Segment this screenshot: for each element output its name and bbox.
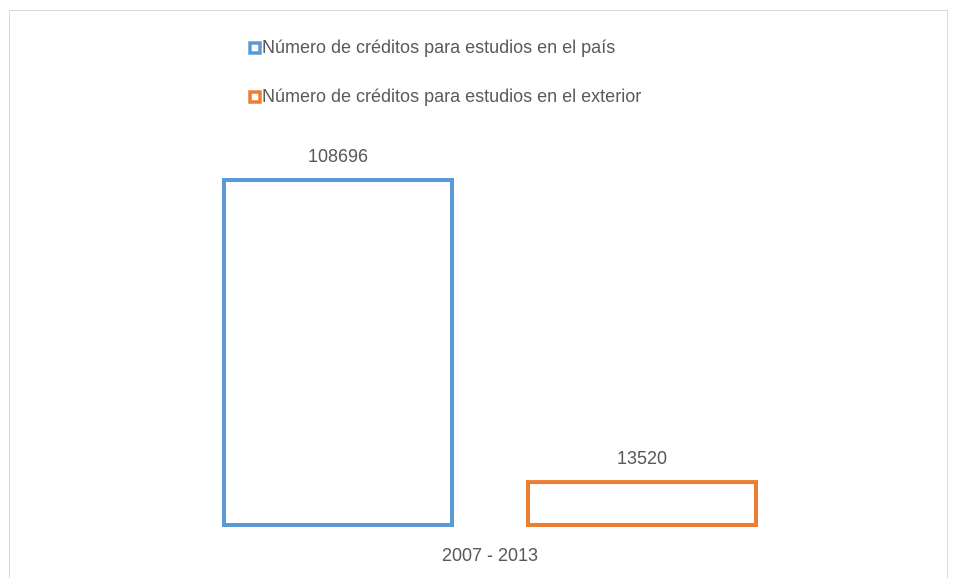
legend-label: Número de créditos para estudios en el e… [262,86,641,106]
legend-label: Número de créditos para estudios en el p… [262,37,615,57]
legend-marker [248,90,262,104]
data-label: 108696 [308,146,368,166]
legend-marker [248,41,262,55]
bar [526,480,758,527]
bar [222,178,454,527]
x-tick-label: 2007 - 2013 [442,545,538,565]
data-label: 13520 [617,448,667,468]
chart-border [9,10,948,583]
